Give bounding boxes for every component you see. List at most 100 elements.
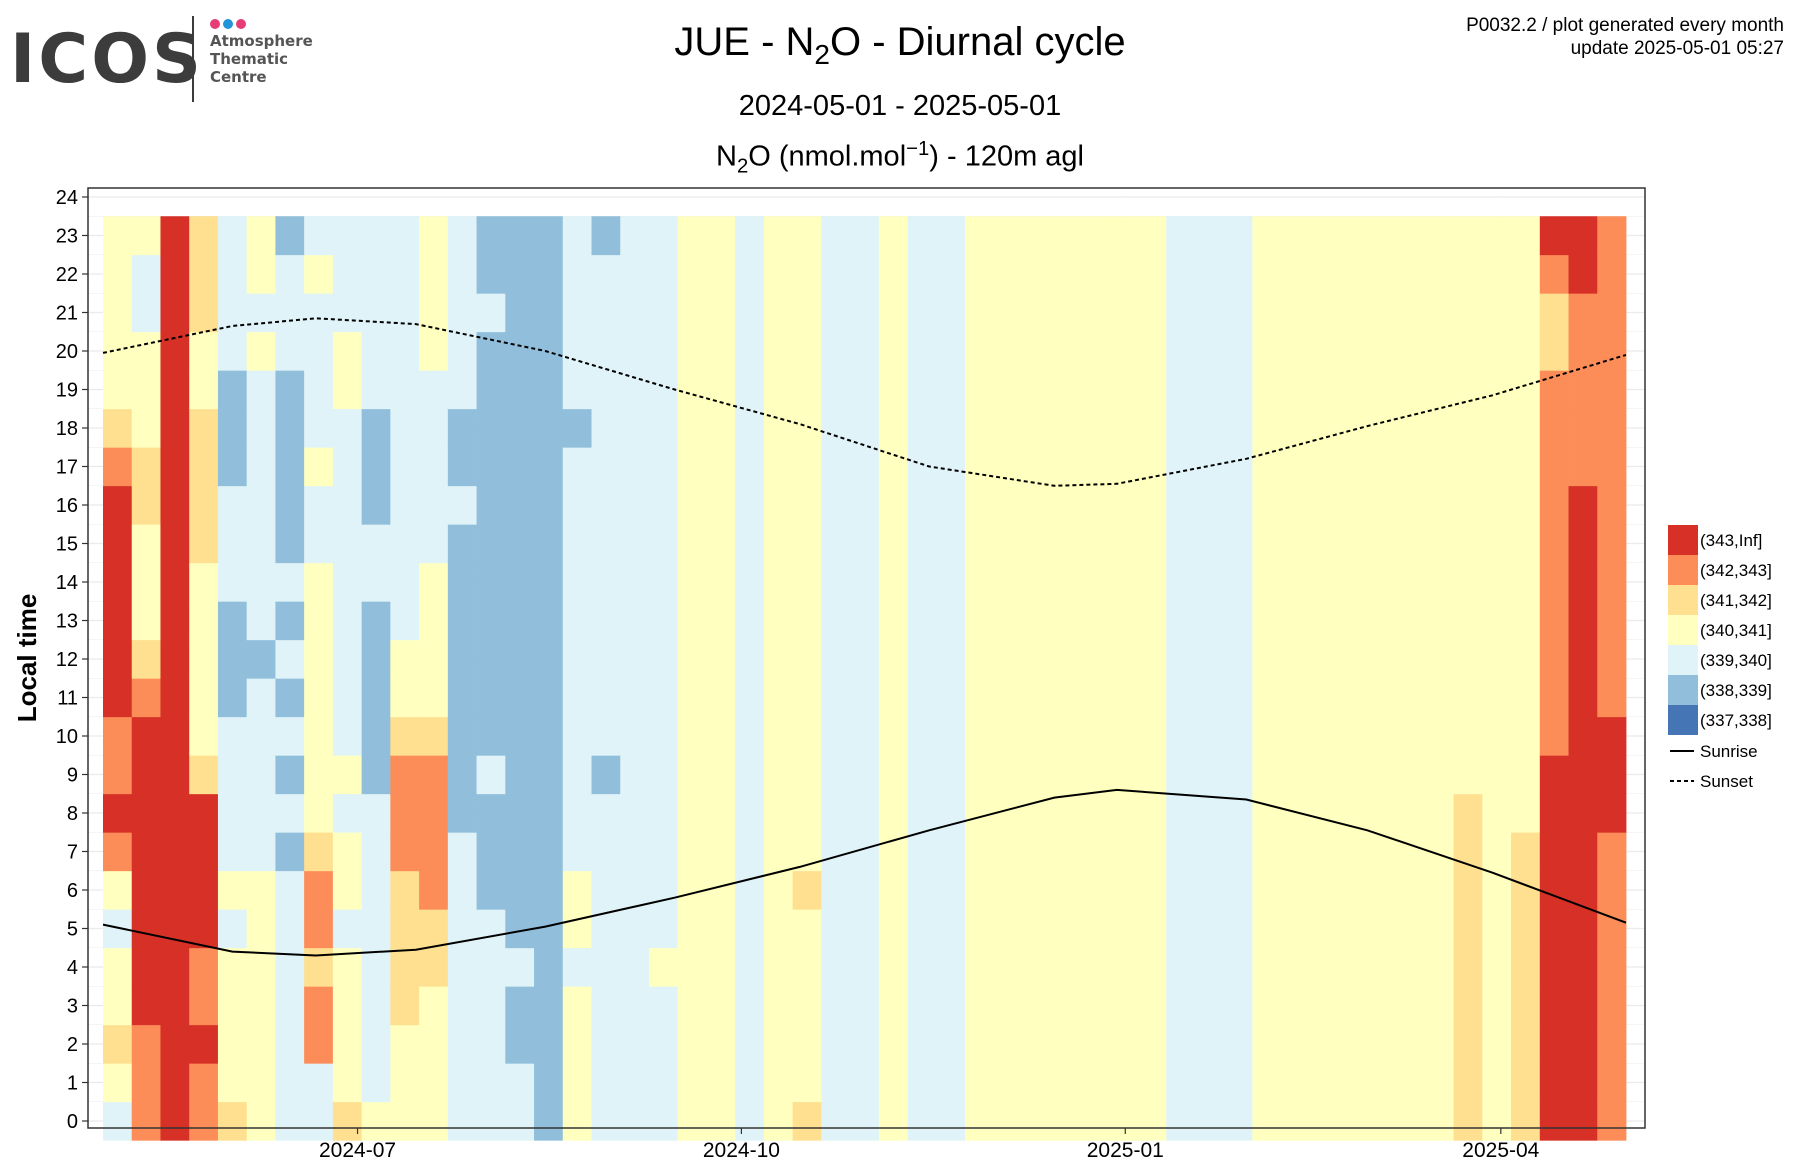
heatmap-cell (1511, 716, 1541, 756)
heatmap-cell (304, 793, 334, 833)
heatmap-cell (706, 909, 736, 949)
heatmap-cell (562, 1024, 592, 1064)
heatmap-cell (332, 447, 363, 487)
heatmap-cell (1367, 793, 1397, 833)
heatmap-cell (505, 408, 535, 448)
heatmap-cell (1511, 254, 1541, 294)
heatmap-cell (735, 832, 765, 872)
heatmap-cell (304, 909, 334, 949)
heatmap-cell (534, 832, 564, 872)
heatmap-cell (1568, 485, 1598, 525)
heatmap-cell (505, 639, 535, 679)
heatmap-cell (821, 485, 851, 525)
heatmap-cell (1482, 1024, 1512, 1064)
heatmap-cell (1137, 986, 1167, 1026)
heatmap-cell (390, 408, 420, 448)
heatmap-cell (534, 1024, 564, 1064)
heatmap-cell (993, 601, 1023, 641)
heatmap-cell (103, 1024, 133, 1064)
heatmap-cell (735, 601, 765, 641)
heatmap-cell (275, 485, 305, 525)
heatmap-cell (1281, 331, 1311, 371)
heatmap-cell (476, 408, 506, 448)
heatmap-cell (1166, 485, 1196, 525)
heatmap-cell (304, 370, 334, 410)
heatmap-cell (361, 870, 391, 910)
heatmap-cell (1396, 562, 1426, 602)
heatmap-cell (1137, 1101, 1167, 1141)
heatmap-cell (965, 1024, 995, 1064)
heatmap-cell (1367, 678, 1397, 718)
heatmap-cell (1137, 408, 1167, 448)
heatmap-cell (1137, 870, 1167, 910)
heatmap-cell (419, 447, 449, 487)
heatmap-cell (1597, 331, 1627, 371)
heatmap-cell (792, 1024, 822, 1064)
heatmap-cell (821, 1101, 851, 1141)
heatmap-cell (1194, 678, 1225, 718)
heatmap-cell (1568, 1063, 1598, 1103)
heatmap-cell (1281, 370, 1311, 410)
heatmap-cell (562, 485, 592, 525)
heatmap-cell (1482, 639, 1512, 679)
heatmap-cell (447, 986, 477, 1026)
heatmap-cell (763, 1063, 794, 1103)
heatmap-cell (332, 870, 363, 910)
heatmap-cell (476, 716, 506, 756)
heatmap-cell (275, 254, 305, 294)
heatmap-cell (1051, 485, 1081, 525)
heatmap-cell (332, 1101, 363, 1141)
heatmap-cell (1568, 755, 1598, 795)
heatmap-cell (878, 1063, 909, 1103)
heatmap-cell (792, 293, 822, 333)
heatmap-cell (1424, 370, 1454, 410)
heatmap-cell (217, 601, 248, 641)
heatmap-cell (1511, 1101, 1541, 1141)
heatmap-cell (706, 832, 736, 872)
heatmap-cell (103, 370, 133, 410)
y-tick-label: 11 (57, 688, 78, 710)
heatmap-cell (1051, 562, 1081, 602)
heatmap-cell (246, 755, 276, 795)
heatmap-cell (1051, 408, 1081, 448)
heatmap-cell (878, 562, 909, 602)
heatmap-cell (735, 1063, 765, 1103)
heatmap-cell (878, 485, 909, 525)
heatmap-cell (332, 562, 363, 602)
heatmap-cell (763, 1024, 794, 1064)
heatmap-cell (965, 909, 995, 949)
heatmap-cell (965, 254, 995, 294)
heatmap-cell (1166, 1024, 1196, 1064)
heatmap-cell (1511, 524, 1541, 564)
heatmap-cell (390, 254, 420, 294)
heatmap-cell (1396, 909, 1426, 949)
heatmap-cell (1482, 755, 1512, 795)
heatmap-cell (562, 562, 592, 602)
heatmap-cell (706, 716, 736, 756)
heatmap-cell (1367, 986, 1397, 1026)
heatmap-cell (1166, 947, 1196, 987)
heatmap-cell (160, 370, 190, 410)
heatmap-cell (1281, 639, 1311, 679)
heatmap-cell (189, 216, 219, 256)
heatmap-cell (1568, 562, 1598, 602)
heatmap-cell (1022, 216, 1052, 256)
y-tick-label: 13 (56, 611, 78, 633)
heatmap-cell (476, 909, 506, 949)
heatmap-cell (907, 447, 937, 487)
heatmap-cell (1309, 793, 1340, 833)
heatmap-cell (1396, 216, 1426, 256)
heatmap-cell (217, 293, 248, 333)
heatmap-cell (878, 909, 909, 949)
heatmap-cell (1568, 293, 1598, 333)
heatmap-cell (275, 678, 305, 718)
x-tick-label: 2025-04 (1462, 1139, 1539, 1162)
heatmap-cell (189, 1024, 219, 1064)
heatmap-cell (1424, 755, 1454, 795)
heatmap-cell (1252, 485, 1282, 525)
heatmap-cell (505, 832, 535, 872)
heatmap-cell (534, 639, 564, 679)
heatmap-cell (965, 601, 995, 641)
heatmap-cell (735, 1024, 765, 1064)
heatmap-cell (1194, 639, 1225, 679)
